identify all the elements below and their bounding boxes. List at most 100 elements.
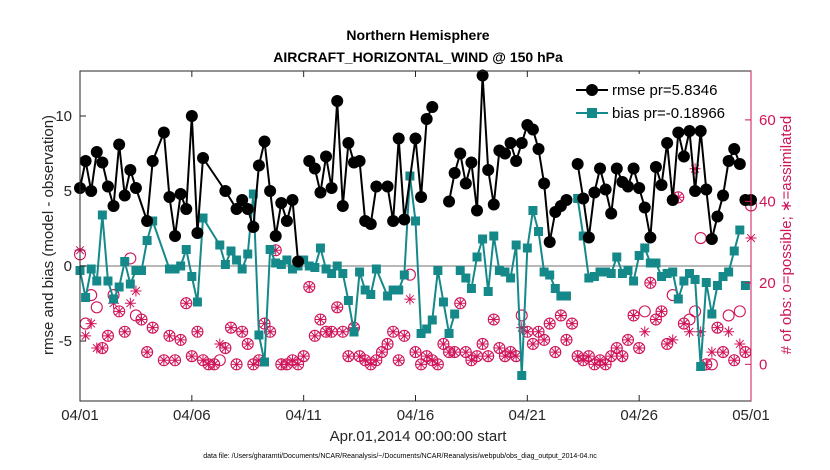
rmse-point <box>448 167 461 179</box>
bias-point <box>198 213 208 223</box>
assimilated-obs-marker <box>326 326 338 338</box>
rmse-point <box>582 231 595 244</box>
bias-point <box>416 329 426 338</box>
bias-point <box>657 272 667 281</box>
rmse-point <box>364 218 377 230</box>
bias-point <box>142 236 152 245</box>
rmse-point <box>577 192 590 205</box>
bias-point <box>640 243 650 253</box>
assimilated-obs-marker <box>533 326 545 338</box>
bias-point <box>109 294 119 304</box>
bias-point <box>383 291 393 301</box>
bias-point <box>601 267 611 277</box>
assimilated-obs-marker <box>247 358 259 370</box>
assimilated-obs-marker <box>85 318 97 330</box>
bias-point <box>248 189 258 199</box>
rmse-point <box>180 203 193 215</box>
y-left-tick-label: 0 <box>64 258 72 275</box>
assimilated-obs-marker <box>583 350 595 362</box>
bias-point <box>707 309 717 319</box>
rmse-point <box>683 125 696 137</box>
assimilated-obs-marker <box>96 342 108 354</box>
assimilated-obs-marker <box>689 163 701 175</box>
bias-point <box>181 245 191 254</box>
assimilated-obs-marker <box>259 318 271 330</box>
bias-point <box>584 273 594 283</box>
bias-point <box>137 266 147 275</box>
bias-point <box>422 324 432 334</box>
assimilated-obs-marker <box>281 358 293 370</box>
bias-point <box>506 273 516 283</box>
assimilated-obs-marker <box>136 314 148 326</box>
bias-point <box>92 276 102 286</box>
rmse-point <box>252 159 265 172</box>
y-axis-label-right: # of obs: o=possible; ∗=assimilated <box>778 116 795 355</box>
possible-obs-marker <box>90 301 103 314</box>
assimilated-obs-marker <box>488 314 500 326</box>
assimilated-obs-marker <box>393 354 405 366</box>
assimilated-obs-marker <box>124 297 136 309</box>
possible-obs-marker <box>638 305 651 318</box>
rmse-point <box>146 155 159 167</box>
bias-point <box>483 287 493 296</box>
rmse-point <box>107 200 120 212</box>
assimilated-obs-marker <box>119 326 131 338</box>
assimilated-obs-marker <box>314 314 326 326</box>
y-right-tick-label: 20 <box>759 275 776 292</box>
bias-point <box>243 249 253 259</box>
rmse-point <box>644 231 657 244</box>
assimilated-obs-marker <box>387 326 399 338</box>
assimilated-obs-marker <box>236 326 248 338</box>
assimilated-obs-marker <box>203 358 215 370</box>
bias-point <box>411 216 420 226</box>
bias-point <box>276 260 286 269</box>
bias-point <box>735 225 745 235</box>
rmse-point <box>605 207 618 220</box>
bias-point <box>696 362 706 371</box>
bias-point <box>176 261 186 271</box>
rmse-point <box>163 191 176 203</box>
assimilated-obs-marker <box>421 350 433 362</box>
chart-title-line-2: AIRCRAFT_HORIZONTAL_WIND @ 150 hPa <box>273 49 563 65</box>
rmse-point <box>264 185 277 197</box>
rmse-point <box>157 126 170 139</box>
y-left-tick-label: -5 <box>59 333 72 350</box>
bias-point <box>539 267 549 277</box>
rmse-point <box>638 201 651 214</box>
rmse-point <box>711 210 724 223</box>
rmse-point <box>661 137 674 149</box>
assimilated-obs-marker <box>454 297 466 309</box>
assimilated-obs-marker <box>410 346 421 358</box>
rmse-point <box>141 215 154 227</box>
rmse-point <box>526 123 539 136</box>
assimilated-obs-marker <box>437 338 449 350</box>
assimilated-obs-marker <box>158 354 170 366</box>
legend-rmse-marker <box>586 84 598 96</box>
rmse-point <box>621 180 634 193</box>
rmse-point <box>381 180 394 193</box>
assimilated-obs-marker <box>141 346 153 358</box>
bias-point <box>679 276 689 286</box>
bias-point <box>271 258 281 268</box>
rmse-point <box>308 162 321 175</box>
rmse-point <box>649 161 662 173</box>
rmse-point <box>571 158 584 170</box>
bias-point <box>528 206 538 215</box>
bias-point <box>561 291 571 301</box>
assimilated-obs-marker <box>700 358 712 370</box>
bias-point <box>534 227 544 236</box>
rmse-point <box>219 185 232 197</box>
legend-bias-label: bias pr=-0.18966 <box>612 105 725 122</box>
assimilated-obs-marker <box>102 330 114 342</box>
assimilated-obs-marker <box>577 354 589 366</box>
assimilated-obs-marker <box>678 318 690 330</box>
bias-point <box>304 261 314 271</box>
bias-point <box>232 255 242 265</box>
bias-point <box>701 278 711 287</box>
bias-point <box>120 257 130 266</box>
assimilated-obs-marker <box>398 330 410 342</box>
y-right-tick-label: 40 <box>759 193 776 210</box>
bias-point <box>466 284 476 293</box>
rmse-point <box>118 189 131 202</box>
bias-point <box>343 296 353 305</box>
